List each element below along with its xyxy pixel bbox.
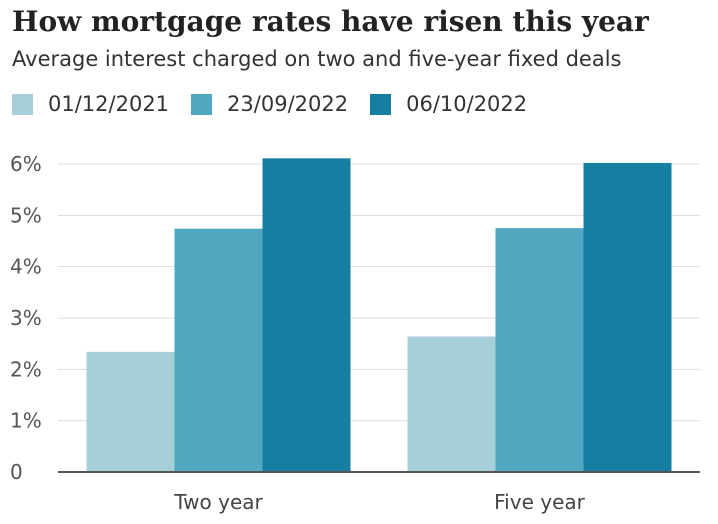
chart-subtitle: Average interest charged on two and five… — [12, 47, 622, 71]
bar — [495, 228, 584, 472]
x-category-label: Five year — [494, 490, 586, 514]
legend-swatch — [370, 93, 392, 115]
y-tick-label: 5% — [10, 203, 42, 227]
chart-legend: 01/12/2021 23/09/2022 06/10/2022 — [12, 89, 549, 119]
legend-swatch — [191, 93, 213, 115]
legend-item: 23/09/2022 — [191, 92, 348, 116]
y-tick-label: 6% — [10, 152, 42, 176]
legend-swatch — [12, 93, 33, 115]
bar — [262, 158, 351, 472]
bar — [86, 351, 175, 472]
x-category-label: Two year — [173, 490, 263, 514]
bar — [583, 162, 672, 472]
chart-title: How mortgage rates have risen this year — [12, 5, 649, 38]
legend-label: 01/12/2021 — [48, 92, 170, 116]
y-tick-label: 4% — [10, 255, 42, 279]
legend-item: 01/12/2021 — [12, 92, 169, 116]
y-tick-label: 1% — [10, 409, 42, 433]
bar — [407, 336, 496, 472]
legend-label: 23/09/2022 — [227, 92, 349, 116]
legend-item: 06/10/2022 — [370, 92, 527, 116]
y-tick-label: 0 — [10, 460, 23, 484]
y-tick-label: 3% — [10, 306, 42, 330]
legend-label: 06/10/2022 — [406, 92, 528, 116]
y-tick-label: 2% — [10, 357, 42, 381]
bar — [174, 228, 263, 472]
